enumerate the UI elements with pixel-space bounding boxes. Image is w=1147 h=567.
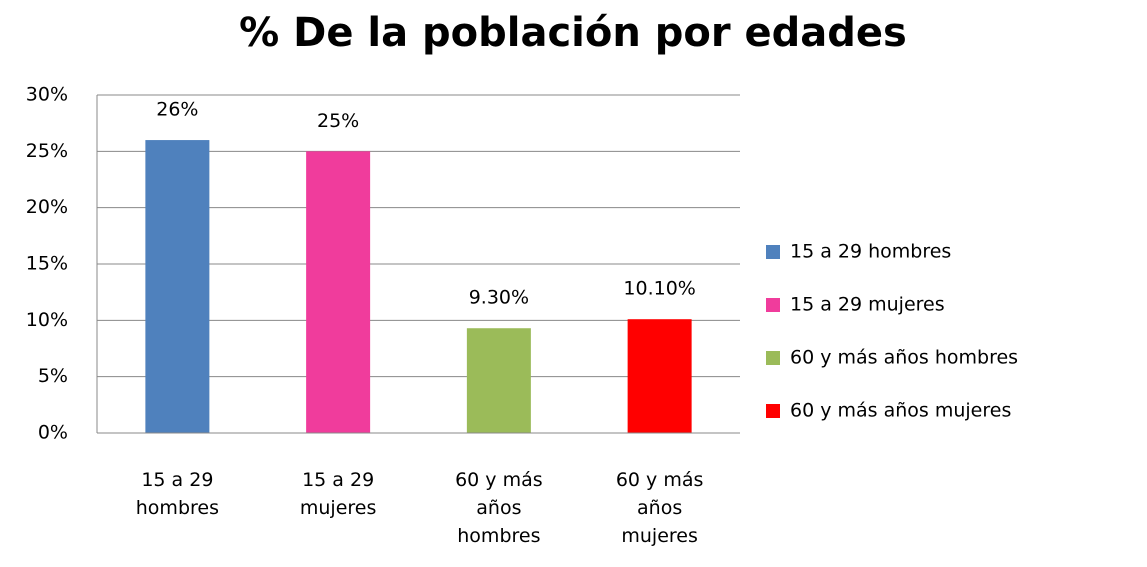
y-tick-label: 15% — [26, 253, 68, 275]
legend-swatch — [766, 351, 780, 365]
chart-title: % De la población por edades — [239, 10, 907, 56]
bar — [145, 140, 210, 434]
y-tick-label: 20% — [26, 196, 68, 218]
data-label: 25% — [317, 110, 359, 132]
legend-label: 60 y más años mujeres — [790, 400, 1011, 422]
legend-label: 60 y más años hombres — [790, 347, 1018, 369]
y-tick-label: 0% — [38, 422, 68, 444]
bar — [306, 151, 371, 434]
y-tick-label: 25% — [26, 140, 68, 162]
x-tick-label: 60 y más años hombres — [455, 469, 543, 547]
x-tick-label: 60 y más años mujeres — [616, 469, 704, 547]
bar — [466, 328, 531, 433]
legend-label: 15 a 29 hombres — [790, 241, 951, 263]
y-tick-label: 30% — [26, 84, 68, 106]
x-tick-label: 15 a 29 hombres — [136, 469, 219, 519]
legend-swatch — [766, 298, 780, 312]
x-tick-label: 15 a 29 mujeres — [300, 469, 377, 519]
legend-swatch — [766, 245, 780, 259]
legend-swatch — [766, 404, 780, 418]
data-label: 26% — [156, 99, 198, 121]
bar — [627, 319, 692, 433]
y-tick-label: 5% — [38, 365, 68, 387]
legend-label: 15 a 29 mujeres — [790, 294, 945, 316]
data-label: 9.30% — [469, 287, 529, 309]
y-tick-label: 10% — [26, 309, 68, 331]
data-label: 10.10% — [623, 278, 695, 300]
